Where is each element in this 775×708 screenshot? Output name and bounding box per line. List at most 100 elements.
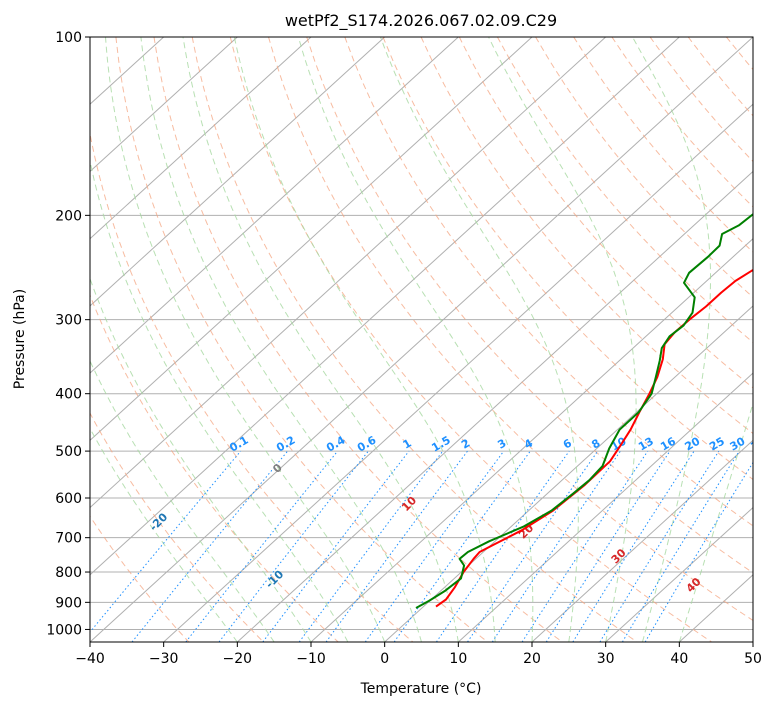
moist-adiabat-line [297, 37, 534, 642]
isotherm-line [90, 37, 533, 442]
dry-adiabat-label: -20 [147, 510, 170, 533]
mixing-ratio-line [621, 450, 740, 642]
dry-adiabat-line [726, 37, 753, 71]
dry-adiabat-line [765, 37, 775, 642]
moist-adiabat-label: 0 [270, 461, 285, 476]
moist-adiabat-label: 10 [399, 494, 419, 514]
moist-adiabat-line [488, 37, 637, 642]
isotherm-line [90, 37, 680, 576]
dry-adiabat-line [611, 37, 753, 208]
y-tick-label: 800 [55, 565, 82, 581]
isotherm-line [90, 37, 238, 173]
sounding-series [415, 213, 753, 609]
mixing-ratio-line [325, 450, 468, 642]
dry-adiabat-line [496, 37, 753, 344]
dry-adiabat-line [573, 37, 753, 253]
mixing-ratio-line [393, 450, 531, 642]
x-tick-label: −10 [296, 651, 326, 667]
isotherm-line [90, 37, 312, 240]
isotherm-line [90, 37, 386, 307]
isotherm-line [531, 439, 753, 642]
y-tick-label: 600 [55, 491, 82, 507]
y-tick-label: 400 [55, 387, 82, 403]
dry-adiabat-line [90, 515, 190, 642]
isotherm-line [605, 506, 753, 642]
dry-adiabat-line [153, 37, 563, 642]
dry-adiabat-line [90, 412, 264, 642]
dry-adiabat-line [191, 37, 638, 642]
moist-adiabat-line [678, 401, 753, 642]
mixing-ratio-line [185, 450, 338, 642]
y-tick-label: 300 [55, 313, 82, 329]
mixing-ratio-line [572, 450, 695, 642]
y-tick-label: 100 [55, 30, 82, 46]
mixing-ratio-line [491, 450, 621, 642]
isotherm-line [384, 305, 753, 642]
isotherm-grid [90, 37, 753, 642]
y-tick-label: 200 [55, 208, 82, 224]
moist-adiabats [90, 37, 753, 642]
moist-adiabat-line [632, 37, 711, 642]
moist-adiabat-line [90, 277, 312, 642]
mixing-ratio-line [131, 450, 288, 642]
isotherm-line [236, 170, 753, 642]
isotherm-line [310, 237, 753, 642]
mixing-ratio-label: 6 [561, 436, 574, 451]
x-axis-ticks: −40 −30 −20 −10 0 10 20 30 40 50 [75, 642, 762, 667]
x-tick-label: 40 [670, 651, 688, 667]
dry-adiabat-line [115, 37, 488, 642]
x-tick-label: −30 [149, 651, 179, 667]
x-tick-label: 20 [523, 651, 541, 667]
x-tick-label: 50 [744, 651, 762, 667]
moist-adiabat-line [233, 37, 496, 642]
dry-adiabat-line [420, 37, 753, 435]
moist-adiabat-label: 30 [609, 546, 629, 566]
moist-adiabat-line [380, 37, 579, 642]
x-tick-label: 10 [449, 651, 467, 667]
mixing-ratio-line [545, 450, 671, 642]
y-tick-label: 700 [55, 531, 82, 547]
dry-adiabat-line [344, 37, 753, 527]
mixing-ratio-label: 3 [495, 437, 508, 452]
dewpoint-line [415, 213, 753, 609]
moist-adiabat-line [105, 37, 386, 642]
moist-adiabat-line [140, 37, 422, 642]
mixing-ratio-line [90, 450, 242, 633]
mixing-ratio-line [599, 450, 720, 642]
moist-adiabat-line [90, 427, 238, 642]
y-tick-label: 1000 [46, 622, 82, 638]
moist-adiabat-label: 40 [684, 575, 704, 595]
chart-title: wetPf2_S174.2026.067.02.09.C29 [285, 11, 557, 31]
plot-area: -100-90-80-70-60-50-40-30-20-10 0.10.20.… [89, 36, 775, 643]
mixing-ratio-line [467, 450, 599, 642]
isotherm-line [90, 37, 607, 509]
mixing-ratio-label: 2 [459, 437, 472, 452]
x-tick-label: 0 [380, 651, 389, 667]
x-axis-label: Temperature (°C) [360, 681, 482, 697]
isotherm-line [752, 641, 753, 642]
mixing-ratio-line [435, 450, 570, 642]
mixing-ratio-label: 8 [589, 437, 602, 452]
dry-adiabat-line [90, 131, 414, 642]
y-axis-label: Pressure (hPa) [12, 289, 28, 389]
moist-adiabat-line [90, 359, 275, 642]
mixing-ratio-line [364, 450, 505, 642]
mixing-ratio-label: 36 [748, 434, 768, 453]
y-axis-ticks: 100 200 300 400 500 600 700 800 900 1000 [46, 30, 90, 638]
x-tick-label: −40 [75, 651, 105, 667]
dry-adiabat-line [458, 37, 753, 389]
mixing-ratio-line [218, 450, 369, 642]
mixing-ratio-line [298, 450, 444, 642]
mixing-ratio-lines [90, 450, 753, 642]
dry-adiabat-line [687, 37, 753, 117]
dry-adiabat-line [268, 37, 753, 622]
mixing-ratio-line [262, 450, 410, 642]
y-tick-label: 900 [55, 595, 82, 611]
isotherm-line [90, 37, 459, 374]
temperature-line [435, 268, 753, 608]
x-tick-label: −20 [223, 651, 253, 667]
isotherm-line [457, 372, 753, 642]
moist-adiabat-line [182, 37, 459, 642]
y-tick-label: 500 [55, 444, 82, 460]
x-tick-label: 30 [597, 651, 615, 667]
